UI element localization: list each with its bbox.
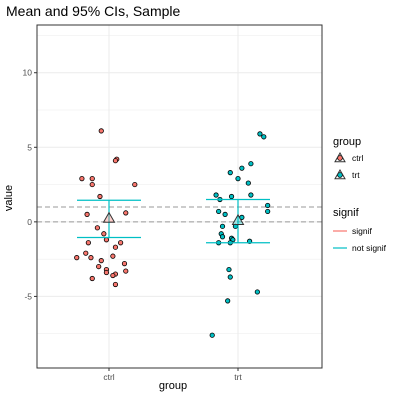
data-point-ctrl (89, 181, 95, 188)
legend-signif: signif signif not signif (333, 207, 387, 253)
x-tick-label-trt: trt (234, 372, 242, 382)
y-tick-label: 0 (27, 217, 32, 227)
panel-background (37, 25, 322, 368)
legend-group-title: group (333, 136, 361, 148)
data-point-trt (209, 332, 215, 338)
legend-label-trt: trt (352, 170, 360, 180)
y-tick-label: 5 (27, 142, 32, 152)
data-point-trt (213, 192, 219, 198)
data-point-trt (254, 289, 260, 295)
data-point-ctrl (98, 128, 104, 134)
data-point-trt (219, 223, 226, 229)
data-point-ctrl (89, 275, 95, 282)
data-point-ctrl (98, 258, 104, 264)
plot-panel (36, 24, 323, 369)
data-point-ctrl (85, 240, 91, 246)
legend-label-not-signif: not signif (352, 243, 387, 253)
data-point-trt (248, 192, 254, 198)
data-point-trt (239, 165, 245, 171)
data-point-ctrl (83, 250, 89, 256)
data-point-trt (248, 161, 254, 167)
data-point-ctrl (110, 253, 116, 259)
data-point-ctrl (110, 272, 116, 279)
mean-marker-trt (231, 213, 245, 225)
data-point-ctrl (103, 237, 110, 243)
data-point-trt (227, 274, 233, 280)
data-point-ctrl (112, 158, 119, 164)
y-axis: -5 0 5 10 (23, 68, 37, 301)
legend-label-ctrl: ctrl (352, 153, 363, 163)
legend-mean-marker-trt (334, 168, 346, 180)
data-point-ctrl (118, 240, 124, 246)
data-point-trt (219, 234, 226, 240)
panel-border (36, 24, 323, 369)
y-tick-label: -5 (24, 291, 32, 301)
y-tick-label: 10 (23, 68, 33, 78)
mean-marker-ctrl (102, 211, 116, 223)
data-point-trt (265, 202, 271, 209)
data-point-ctrl (89, 176, 95, 182)
data-point-ctrl (97, 193, 103, 200)
legend-mean-marker-ctrl (334, 151, 346, 163)
data-point-trt (228, 193, 235, 200)
x-axis: ctrl trt (103, 368, 242, 382)
x-tick-label-ctrl: ctrl (103, 372, 114, 382)
data-point-trt (227, 170, 233, 176)
x-axis-title: group (159, 380, 187, 392)
data-point-trt (216, 208, 222, 215)
y-axis-title: value (3, 185, 15, 211)
chart-title: Mean and 95% CIs, Sample (6, 3, 181, 19)
data-point-ctrl (123, 210, 129, 216)
legend-label-signif: signif (352, 226, 372, 236)
data-point-ctrl (112, 281, 119, 288)
data-point-ctrl (88, 255, 94, 261)
data-point-ctrl (74, 255, 80, 261)
data-point-ctrl (121, 261, 128, 267)
data-point-ctrl (84, 211, 90, 217)
data-point-trt (225, 298, 231, 304)
data-point-trt (257, 131, 263, 137)
data-point-trt (261, 134, 267, 140)
data-point-ctrl (101, 231, 107, 237)
data-point-trt (222, 211, 228, 217)
data-point-trt (265, 208, 271, 215)
data-point-trt (245, 180, 251, 186)
data-point-ctrl (123, 268, 129, 274)
data-point-ctrl (79, 176, 85, 182)
legend-signif-title: signif (333, 207, 360, 219)
legend-group: group ctrl trt (333, 136, 363, 180)
data-point-ctrl (112, 244, 119, 250)
data-point-ctrl (96, 263, 102, 270)
data-point-ctrl (94, 225, 100, 231)
data-point-trt (226, 266, 232, 273)
data-point-trt (235, 176, 241, 182)
data-point-ctrl (103, 269, 110, 276)
data-point-ctrl (132, 181, 138, 188)
